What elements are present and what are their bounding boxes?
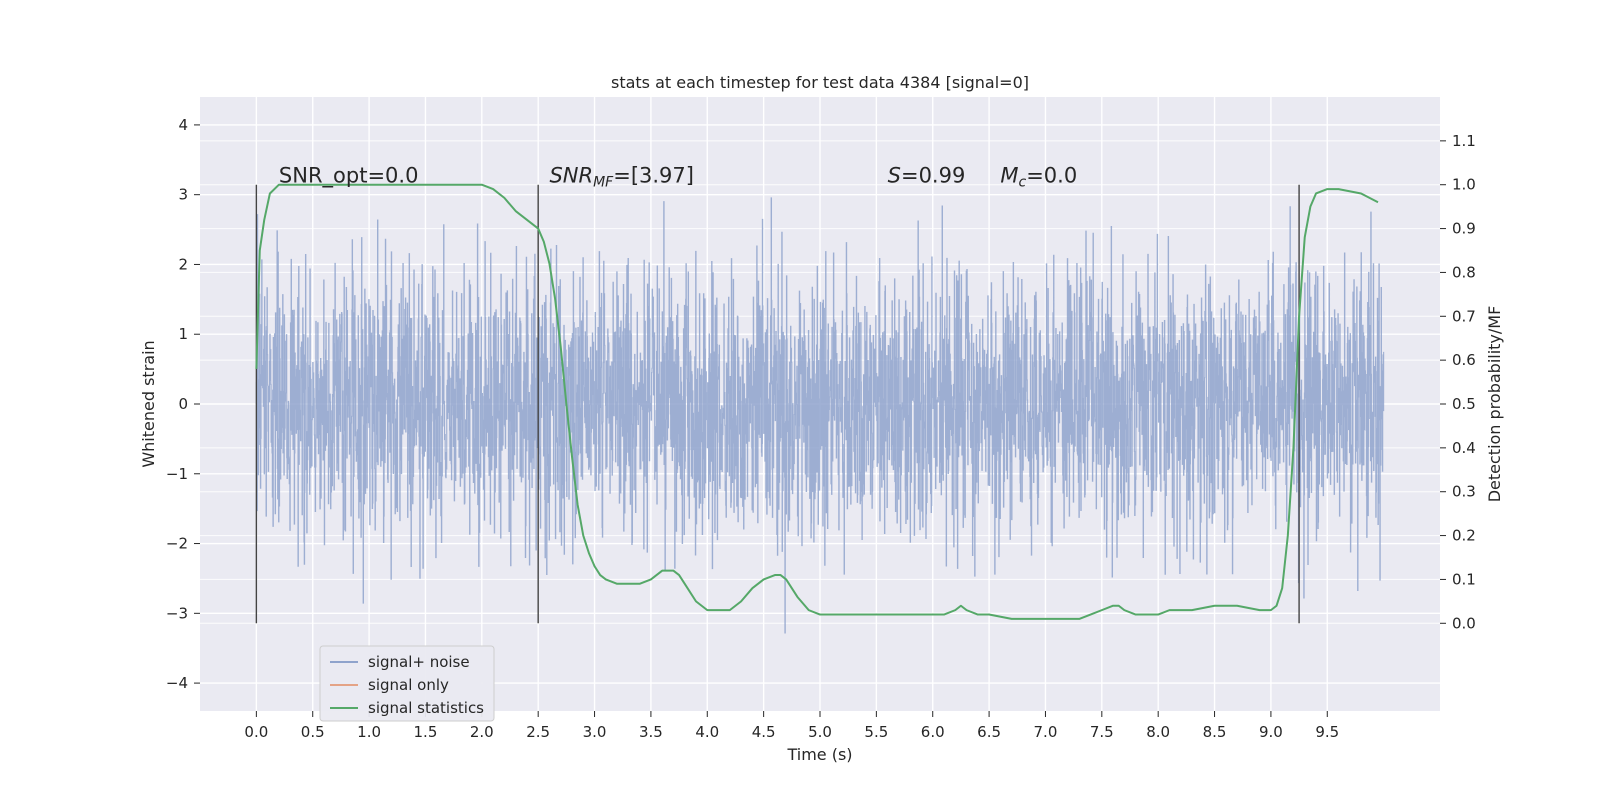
y2-tick-label: 1.1 xyxy=(1452,132,1476,150)
legend-box xyxy=(319,645,495,722)
x-tick-label: 6.0 xyxy=(921,723,945,741)
y2-tick-label: 0.9 xyxy=(1452,220,1476,238)
x-tick-label: 9.0 xyxy=(1259,723,1283,741)
y2-tick-label: 0.6 xyxy=(1452,351,1476,369)
y-tick-label: −4 xyxy=(166,674,188,692)
chart-title: stats at each timestep for test data 438… xyxy=(611,73,1029,92)
y-tick-label: −1 xyxy=(166,465,188,483)
y2-tick-label: 0.2 xyxy=(1452,527,1476,545)
annotation-s-stat: S=0.99 xyxy=(888,164,966,188)
x-axis-ticks: 0.0 0.5 1.0 1.5 2.0 2.5 3.0 3.5 4.0 4.5 5.0 5.5 6.0 6… xyxy=(244,711,1339,741)
legend: signal+ noise signal only signal statist… xyxy=(319,645,495,722)
y-tick-label: 3 xyxy=(178,186,188,204)
x-tick-label: 8.5 xyxy=(1203,723,1227,741)
x-tick-label: 6.5 xyxy=(977,723,1001,741)
legend-entry-noise: signal+ noise xyxy=(368,653,470,671)
annotations: SNR_opt=0.0 SNRMF=[3.97] S=0.99 Mc=0.0 xyxy=(279,164,1077,191)
y2-tick-label: 0.8 xyxy=(1452,263,1476,281)
x-tick-label: 2.0 xyxy=(470,723,494,741)
y2-tick-label: 0.7 xyxy=(1452,307,1476,325)
annotation-snr-opt: SNR_opt=0.0 xyxy=(279,164,419,189)
x-tick-label: 5.0 xyxy=(808,723,832,741)
x-tick-label: 3.0 xyxy=(583,723,607,741)
x-tick-label: 7.0 xyxy=(1034,723,1058,741)
x-tick-label: 9.5 xyxy=(1315,723,1339,741)
y-axis-label: Whitened strain xyxy=(139,340,158,467)
x-tick-label: 1.0 xyxy=(357,723,381,741)
x-axis-label: Time (s) xyxy=(786,745,852,764)
x-tick-label: 2.5 xyxy=(526,723,550,741)
x-tick-label: 4.5 xyxy=(752,723,776,741)
legend-entry-statistics: signal statistics xyxy=(368,699,484,717)
statistics-series xyxy=(255,183,1379,620)
y2-axis-ticks: 1.1 1.0 0.9 0.8 0.7 0.6 0.5 0.4 0.3 0.2 0.1 0.0 xyxy=(1440,132,1476,632)
legend-entry-signal-only: signal only xyxy=(368,676,449,694)
x-tick-label: 7.5 xyxy=(1090,723,1114,741)
y2-tick-label: 0.3 xyxy=(1452,483,1476,501)
annotation-snr-mf: SNRMF=[3.97] xyxy=(549,164,694,191)
vertical-markers xyxy=(255,184,1300,624)
y2-tick-label: 0.5 xyxy=(1452,395,1476,413)
x-tick-label: 3.5 xyxy=(639,723,663,741)
noise-trace xyxy=(255,197,1385,634)
noise-series xyxy=(255,197,1385,634)
x-tick-label: 8.0 xyxy=(1146,723,1170,741)
y2-tick-label: 0.4 xyxy=(1452,439,1476,457)
y2-tick-label: 1.0 xyxy=(1452,176,1476,194)
y-tick-label: 4 xyxy=(178,116,188,134)
y-tick-label: 2 xyxy=(178,255,188,273)
x-tick-label: 0.0 xyxy=(244,723,268,741)
y2-tick-label: 0.0 xyxy=(1452,614,1476,632)
y2-tick-label: 0.1 xyxy=(1452,570,1476,588)
x-tick-label: 4.0 xyxy=(695,723,719,741)
statistics-line xyxy=(255,183,1379,620)
y-tick-label: 0 xyxy=(178,395,188,413)
y-tick-label: −2 xyxy=(166,535,188,553)
x-tick-label: 1.5 xyxy=(414,723,438,741)
y-axis-ticks: 4 3 2 1 0 −1 −2 −3 −4 xyxy=(166,116,200,692)
y-tick-label: 1 xyxy=(178,325,188,343)
x-tick-label: 0.5 xyxy=(301,723,325,741)
x-tick-label: 5.5 xyxy=(864,723,888,741)
annotation-mc-stat: Mc=0.0 xyxy=(1000,164,1077,191)
y-tick-label: −3 xyxy=(166,604,188,622)
y2-axis-label: Detection probability/MF xyxy=(1485,306,1504,503)
